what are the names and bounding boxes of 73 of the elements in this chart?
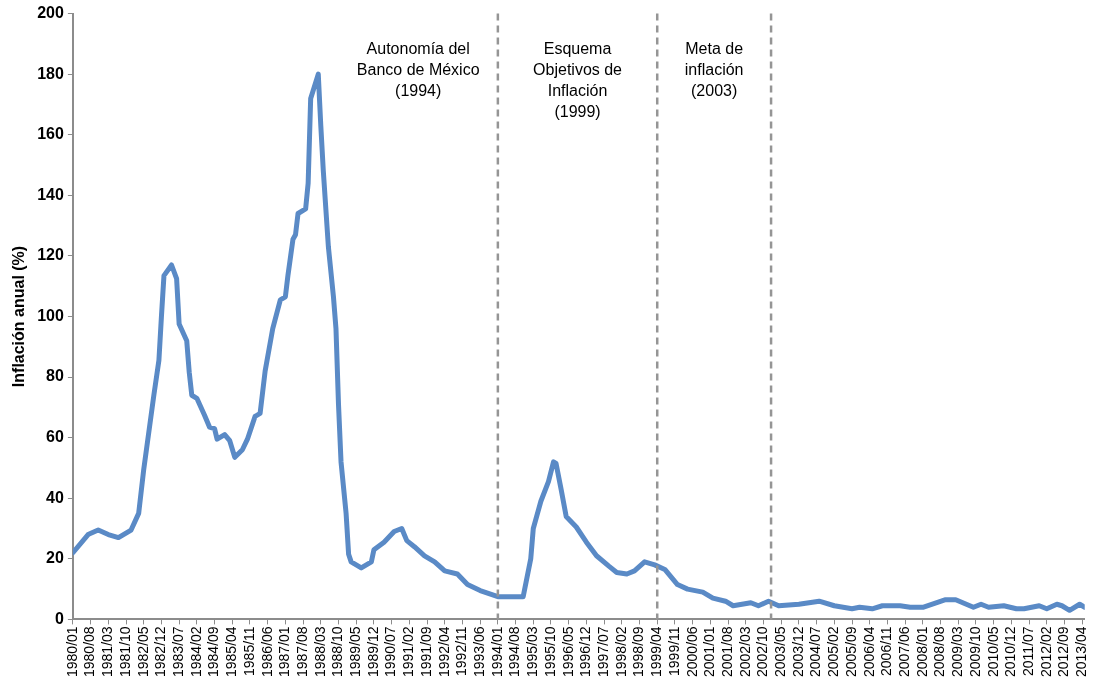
y-tick-label: 200 — [37, 4, 64, 22]
y-tick-label: 40 — [46, 488, 64, 506]
x-tick-label: 1998/09 — [630, 626, 647, 677]
x-tick-label: 1985/11 — [240, 626, 257, 676]
x-tick-label: 1995/03 — [524, 626, 541, 677]
ref-line-label: Meta de inflación (2003) — [684, 40, 744, 100]
y-tick-label: 60 — [46, 428, 64, 446]
x-tick-label: 1985/04 — [223, 626, 240, 677]
x-tick-label: 1996/12 — [577, 626, 594, 677]
x-tick-label: 1998/02 — [612, 626, 629, 677]
x-tick-label: 1997/07 — [594, 626, 611, 677]
x-tick-label: 1980/08 — [81, 626, 98, 677]
x-tick-label: 2009/03 — [949, 626, 966, 677]
y-tick-label: 160 — [37, 125, 64, 143]
x-tick-label: 1986/06 — [258, 626, 275, 677]
y-tick-label: 120 — [37, 246, 64, 264]
x-tick-label: 1984/09 — [205, 626, 222, 677]
ref-line-label: Esquema Objetivos de Inflación (1999) — [533, 40, 623, 121]
ref-line-label: Autonomía del Banco de México (1994) — [356, 40, 480, 100]
y-tick-label: 180 — [37, 64, 64, 82]
y-tick-label: 80 — [46, 367, 64, 385]
x-tick-label: 2000/06 — [683, 626, 700, 677]
x-tick-label: 1989/05 — [347, 626, 364, 677]
x-tick-label: 1987/08 — [293, 626, 310, 677]
x-tick-label: 2008/01 — [913, 626, 930, 677]
x-tick-label: 2005/09 — [842, 626, 859, 677]
x-tick-label: 1988/03 — [311, 626, 328, 677]
x-tick-label: 2011/07 — [1019, 626, 1036, 676]
x-tick-label: 1994/08 — [506, 626, 523, 677]
x-tick-label: 1990/07 — [382, 626, 399, 677]
x-tick-label: 1981/03 — [99, 626, 116, 677]
x-tick-label: 2013/04 — [1073, 626, 1090, 677]
x-tick-label: 1996/05 — [559, 626, 576, 677]
x-tick-label: 2007/06 — [895, 626, 912, 677]
y-tick-label: 0 — [54, 609, 64, 627]
x-tick-label: 1988/10 — [329, 626, 346, 677]
x-tick-label: 1989/12 — [364, 626, 381, 677]
x-tick-label: 1992/04 — [435, 626, 452, 677]
x-tick-label: 2009/10 — [966, 626, 983, 677]
x-tick-label: 2003/05 — [772, 626, 789, 677]
x-tick-label: 1999/11 — [665, 626, 682, 676]
y-tick-label: 140 — [37, 185, 64, 203]
x-tick-label: 2012/02 — [1037, 626, 1054, 677]
x-tick-label: 1984/02 — [187, 626, 204, 677]
x-tick-label: 2008/08 — [931, 626, 948, 677]
y-axis-title: Inflación anual (%) — [10, 245, 28, 388]
x-tick-label: 1980/01 — [63, 626, 80, 677]
x-tick-label: 1982/12 — [152, 626, 169, 677]
x-tick-label: 2002/03 — [736, 626, 753, 677]
x-tick-label: 2002/10 — [754, 626, 771, 677]
x-tick-label: 1991/09 — [417, 626, 434, 677]
x-tick-label: 1983/07 — [170, 626, 186, 677]
x-tick-label: 2004/07 — [807, 626, 824, 677]
x-tick-label: 2010/12 — [1002, 626, 1019, 677]
x-tick-label: 2003/12 — [789, 626, 806, 677]
x-tick-label: 2006/11 — [878, 626, 895, 676]
x-tick-label: 2001/01 — [701, 626, 718, 677]
x-tick-label: 1987/01 — [276, 626, 293, 677]
y-tick-label: 100 — [37, 306, 64, 324]
x-tick-label: 1991/02 — [400, 626, 417, 677]
x-tick-label: 2010/05 — [984, 626, 1001, 677]
x-tick-label: 1994/01 — [488, 626, 505, 677]
x-tick-label: 2012/09 — [1055, 626, 1072, 677]
x-tick-label: 1981/10 — [116, 626, 133, 677]
x-tick-label: 1995/10 — [541, 626, 558, 677]
x-tick-label: 2005/02 — [825, 626, 842, 677]
x-tick-label: 2001/08 — [718, 626, 735, 677]
x-tick-label: 1999/04 — [648, 626, 665, 677]
y-tick-label: 20 — [46, 549, 64, 567]
x-tick-label: 1982/05 — [134, 626, 151, 677]
x-tick-label: 1992/11 — [453, 626, 470, 676]
x-tick-label: 2006/04 — [860, 626, 877, 677]
x-tick-label: 1993/06 — [471, 626, 488, 677]
